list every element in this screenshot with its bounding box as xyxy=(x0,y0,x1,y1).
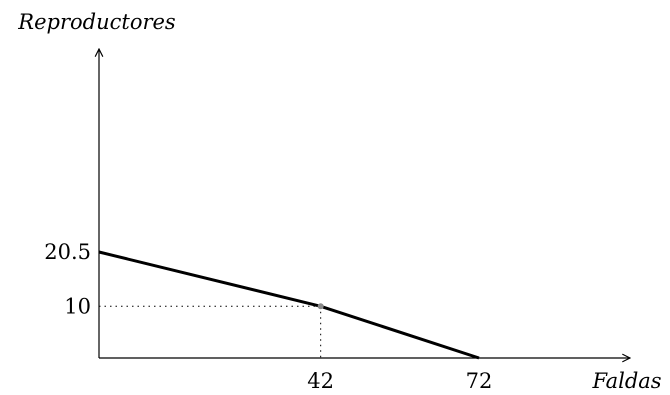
y-tick-label-10: 10 xyxy=(64,294,91,318)
x-tick-label-72: 72 xyxy=(466,369,493,393)
x-axis-label: Faldas xyxy=(591,369,661,393)
y-axis-label: Reproductores xyxy=(17,10,176,34)
data-point-kink xyxy=(317,303,324,310)
series-line xyxy=(98,250,480,360)
y-tick-label-20-5: 20.5 xyxy=(44,240,91,264)
x-tick-label-42: 42 xyxy=(307,369,334,393)
